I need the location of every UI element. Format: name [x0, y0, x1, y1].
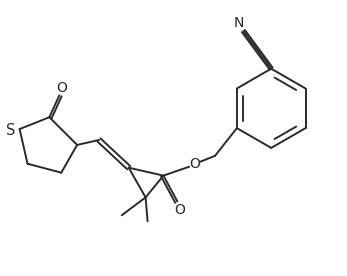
Text: O: O	[56, 81, 67, 94]
Text: S: S	[6, 123, 15, 137]
Text: O: O	[174, 203, 185, 217]
Text: N: N	[233, 16, 244, 30]
Text: O: O	[190, 157, 201, 171]
